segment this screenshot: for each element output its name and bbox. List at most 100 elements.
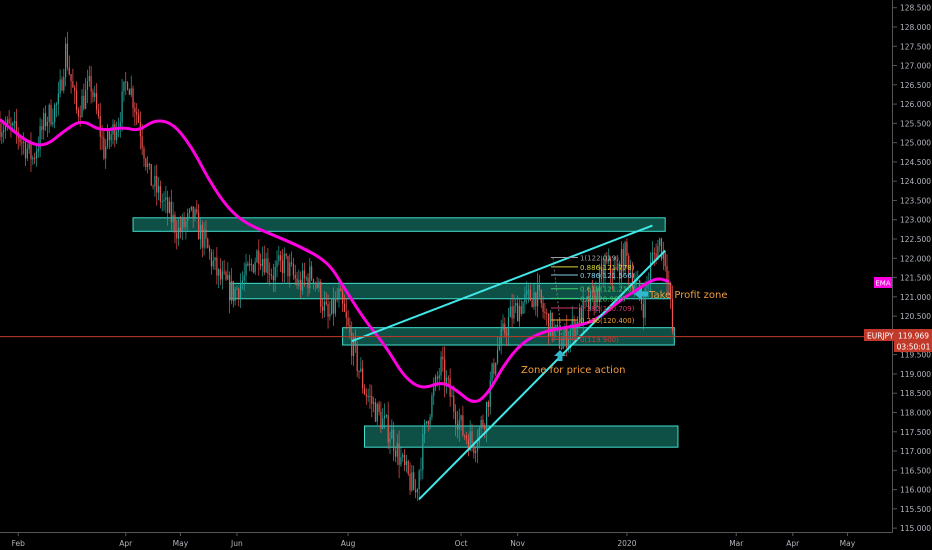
candle-body <box>59 79 61 94</box>
fib-label: 0.236(120.400) <box>580 317 635 325</box>
ema-tag-box <box>874 277 892 288</box>
price-tick-label: 122.500 <box>900 235 931 244</box>
candle-body <box>21 142 23 144</box>
candle-body <box>281 260 284 274</box>
candle-body <box>553 326 555 337</box>
candle-body <box>274 266 276 281</box>
price-tick-label: 127.000 <box>900 62 931 71</box>
candle-body <box>61 79 63 91</box>
candle-body <box>203 229 205 248</box>
candle-body <box>624 242 626 271</box>
candle-body <box>363 387 366 395</box>
candle-body <box>4 125 7 131</box>
price-tick-label: 125.500 <box>900 119 931 128</box>
candle-body <box>199 224 202 240</box>
candle-body <box>6 119 8 126</box>
fib-label: 0.786(121.566) <box>580 272 635 280</box>
candle-body <box>208 247 211 253</box>
price-action-arrow-icon <box>554 350 566 361</box>
candle-body <box>205 229 207 239</box>
candle-body <box>535 292 537 307</box>
candle-body <box>394 450 397 457</box>
candle-body <box>513 305 515 319</box>
candle-body <box>602 267 604 277</box>
candle-body <box>136 112 138 115</box>
candle-body <box>475 451 477 454</box>
candle-body <box>121 91 123 123</box>
candle-body <box>597 290 599 302</box>
candle-body <box>518 306 520 322</box>
candle-body <box>74 87 76 91</box>
candle-body <box>192 206 194 219</box>
time-tick-label: Nov <box>510 539 525 548</box>
fib-label: 1(122.019) <box>580 255 619 263</box>
candle-body <box>318 281 320 288</box>
candle-body <box>230 281 233 301</box>
candle-body <box>276 261 278 267</box>
candle-body <box>571 319 573 330</box>
candle-body <box>97 109 100 117</box>
candle-body <box>85 89 87 109</box>
candle-body <box>110 134 112 141</box>
candle-body <box>635 280 637 285</box>
candle-body <box>260 264 262 266</box>
candle-body <box>334 298 336 314</box>
candle-body <box>586 297 588 302</box>
candle-body <box>57 93 59 104</box>
candle-body <box>181 217 183 231</box>
candle-body <box>558 327 561 349</box>
price-action-label: Zone for price action <box>521 365 625 376</box>
candle-body <box>515 303 517 306</box>
candle-body <box>538 284 541 290</box>
price-tick-label: 126.500 <box>900 81 931 90</box>
candle-body <box>50 104 52 125</box>
candle-body <box>119 122 121 127</box>
candle-body <box>367 395 369 397</box>
time-axis[interactable]: Feb Apr May Jun Aug Oct Nov 2020 Mar Apr May <box>12 532 856 548</box>
candle-body <box>194 209 196 219</box>
candle-body <box>662 251 664 259</box>
fib-anchor-line <box>552 257 563 340</box>
candle-body <box>126 82 129 90</box>
candle-body <box>332 298 335 314</box>
candle-body <box>343 303 346 312</box>
candle-body <box>0 123 1 137</box>
candle-body <box>265 258 267 273</box>
candle-body <box>427 421 429 425</box>
candle-body <box>24 142 27 159</box>
candle-body <box>566 326 568 348</box>
candle-body <box>520 306 522 314</box>
time-tick-label: May <box>173 539 189 548</box>
candle-body <box>362 368 364 388</box>
candle-body <box>159 186 161 202</box>
candle-body <box>320 281 322 308</box>
candle-body <box>108 130 110 141</box>
candle-body <box>633 284 635 289</box>
candle-body <box>414 490 417 493</box>
candle-body <box>604 259 606 277</box>
candle-body <box>540 289 542 304</box>
candle-body <box>546 312 548 314</box>
candle-body <box>221 271 223 280</box>
candle-body <box>234 288 236 302</box>
candle-body <box>342 291 344 304</box>
candle-body <box>522 302 524 314</box>
candle-body <box>405 461 408 466</box>
candle-body <box>668 283 670 285</box>
candle-body <box>250 263 253 265</box>
candle-body <box>296 278 298 286</box>
candle-body <box>163 199 165 202</box>
candle-body <box>619 263 621 279</box>
candle-body <box>387 415 389 443</box>
candle-body <box>156 176 158 193</box>
candle-body <box>141 136 143 149</box>
candle-body <box>145 158 147 167</box>
candle-body <box>588 297 590 310</box>
candle-body <box>289 262 291 277</box>
candle-body <box>352 336 355 356</box>
candle-body <box>48 104 50 122</box>
candle-body <box>44 113 47 127</box>
candle-body <box>491 363 493 381</box>
